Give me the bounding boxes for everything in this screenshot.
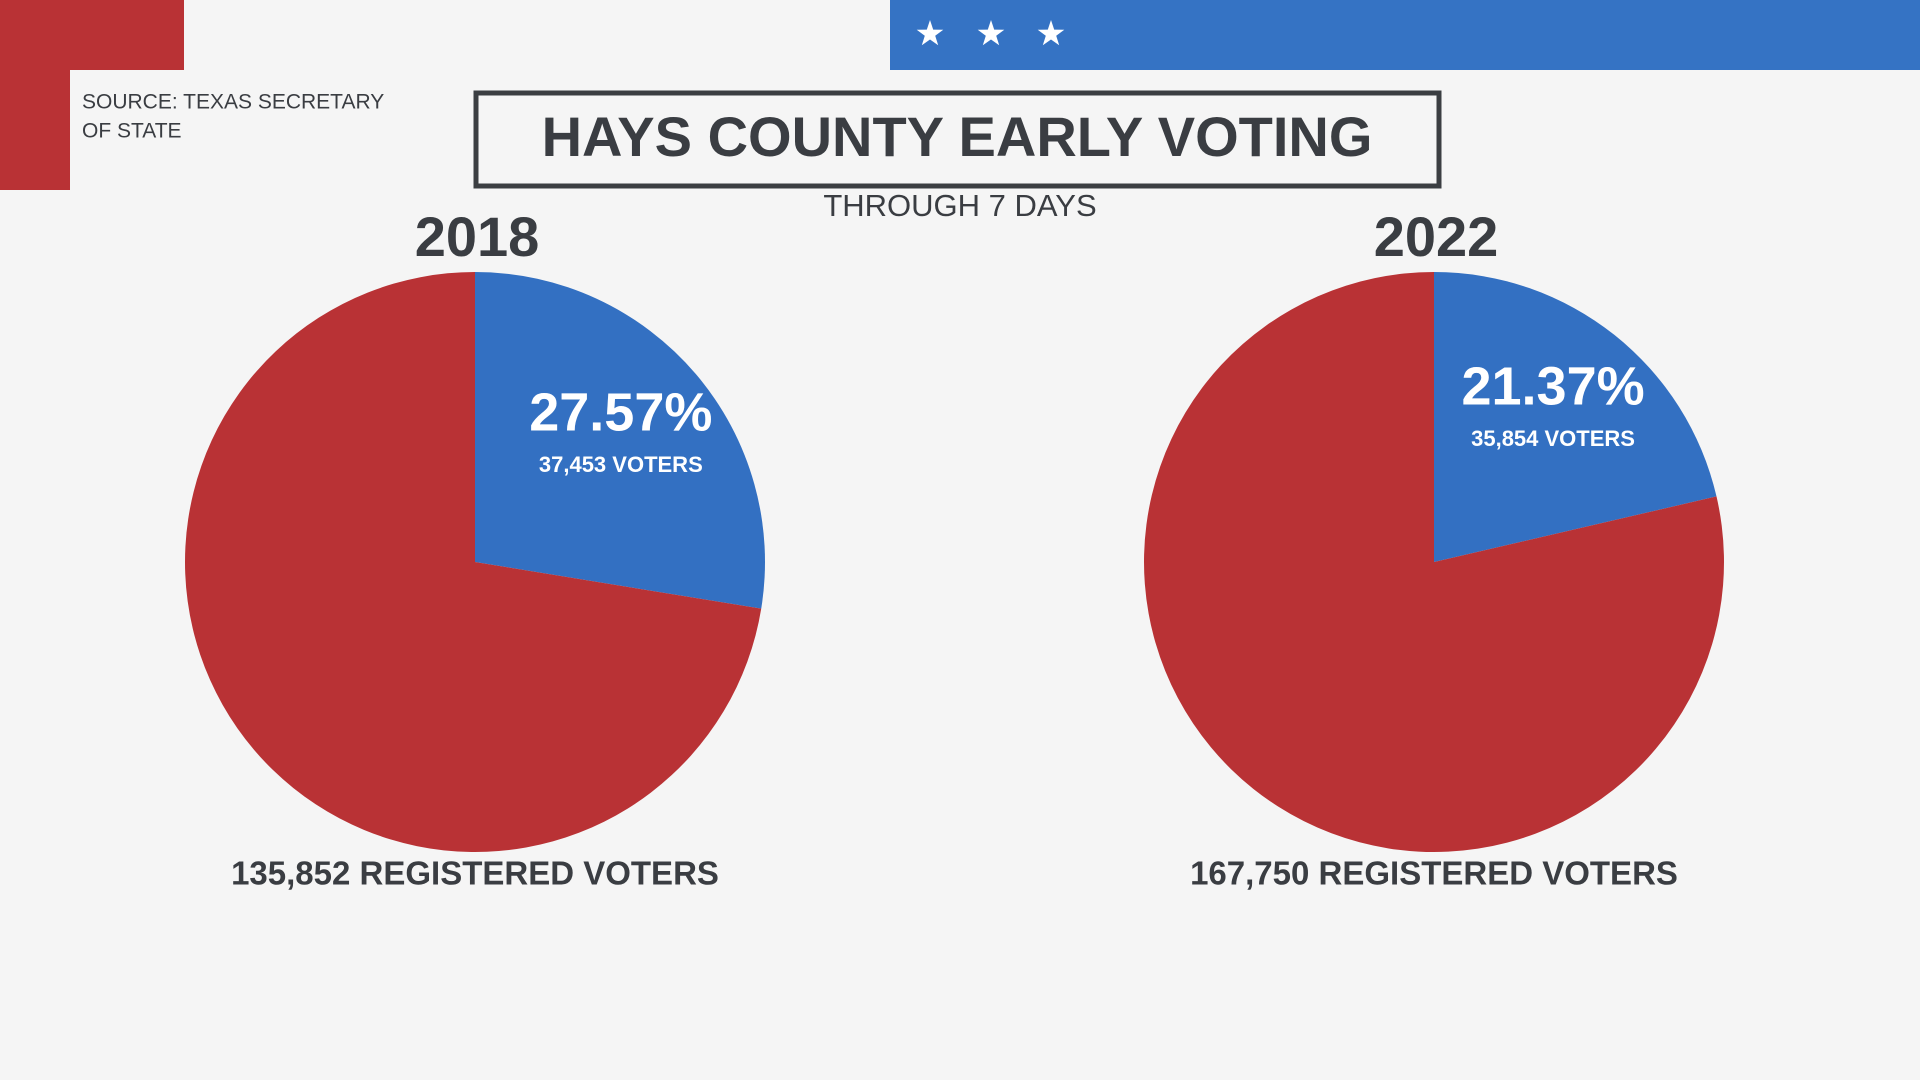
value-label: 21.37% (1461, 356, 1644, 416)
pie-slice (475, 272, 765, 609)
star (977, 20, 1005, 46)
pie-slice (184, 272, 762, 853)
chart-footer: 167,750 REGISTERED VOTERS (1190, 855, 1678, 892)
corner-bar (0, 0, 70, 190)
source: SOURCE: TEXAS SECRETARY (82, 91, 384, 114)
slice-note: 37,453 VOTERS (539, 452, 703, 477)
title: HAYS COUNTY EARLY VOTING (542, 105, 1373, 168)
chart-title: 2022 (1374, 205, 1499, 268)
star (916, 20, 944, 46)
title-box (473, 90, 1442, 189)
stars (916, 20, 1065, 46)
pie-slice (1144, 272, 1725, 853)
source: OF STATE (82, 120, 182, 143)
slice-note: 35,854 VOTERS (1471, 426, 1635, 451)
pie-slice (1434, 272, 1717, 562)
flag-band (890, 0, 1920, 70)
chart-title: 2018 (415, 205, 540, 268)
subtitle: THROUGH 7 DAYS (823, 188, 1096, 223)
chart-footer: 135,852 REGISTERED VOTERS (231, 855, 719, 892)
value-label: 27.57% (529, 382, 712, 442)
star (1037, 20, 1065, 46)
